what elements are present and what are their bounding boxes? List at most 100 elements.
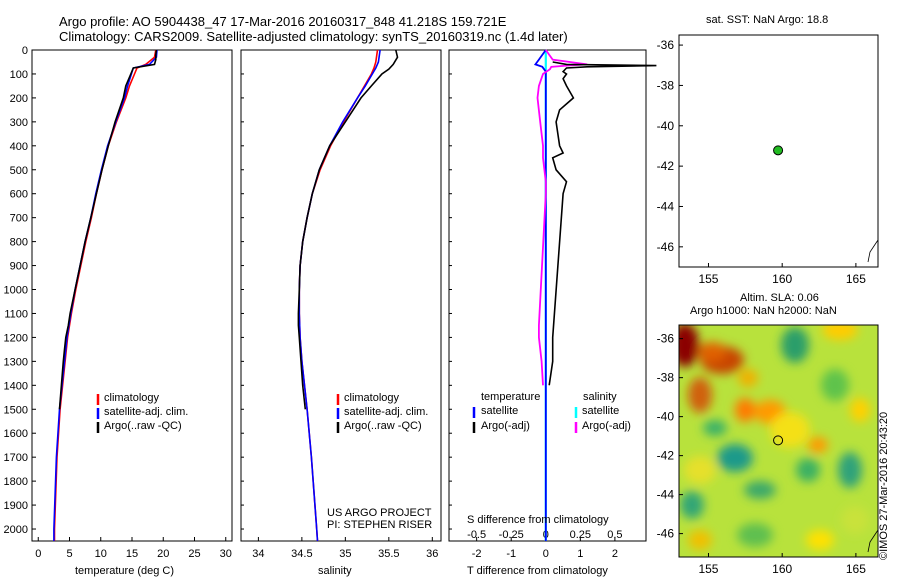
map-bottom-sla-anomaly: [717, 444, 753, 472]
depth-tick-label: 500: [10, 165, 28, 177]
temp-legend-climatology: climatology: [104, 392, 160, 404]
temp-x-tick-label: 10: [95, 548, 107, 560]
diff-panel-frame: [448, 49, 647, 542]
depth-tick-label: 0: [22, 45, 28, 57]
map-top-lat-tick-label: -36: [657, 38, 675, 52]
diff-legend-temp-satellite: satellite: [481, 405, 519, 417]
map-bottom-coastline: [867, 529, 879, 553]
depth-tick-label: 2000: [4, 524, 28, 536]
map-top-lat-tick-label: -46: [657, 240, 675, 254]
diff-s-tick-label: -0.25: [499, 529, 524, 541]
map-bottom-frame: [678, 324, 879, 558]
map-bottom-sla-anomaly: [821, 369, 849, 401]
map-bottom-lat-tick-label: -38: [657, 371, 675, 385]
map-bottom-sla-anomaly: [679, 325, 699, 367]
diff-legend-sal-argo: Argo(-adj): [582, 420, 631, 432]
sal-series-argo: [297, 49, 399, 410]
map-bottom-sla-anomaly: [688, 530, 712, 550]
depth-tick-label: 1100: [4, 308, 28, 320]
map-bottom-lon-tick-label: 160: [772, 562, 792, 576]
temp-x-tick-label: 20: [157, 548, 169, 560]
figure-title-line1: Argo profile: AO 5904438_47 17-Mar-2016 …: [59, 14, 507, 29]
diff-s-tick-label: 0.5: [607, 529, 622, 541]
diff-legend-salinity-title: salinity: [583, 391, 617, 403]
map-bottom-sla-anomaly: [770, 412, 810, 448]
map-bottom-sla-anomaly: [698, 342, 726, 362]
diff-x-tick-label: 0: [543, 548, 549, 560]
depth-tick-label: 1000: [4, 285, 28, 297]
diff-series-salinity-argo: [536, 49, 588, 386]
temp-x-tick-label: 25: [188, 548, 200, 560]
map-bottom-sla-anomaly: [796, 458, 820, 482]
map-bottom-lon-tick-label: 155: [698, 562, 718, 576]
map-bottom-sla-anomaly: [806, 530, 834, 550]
temp-series-argo: [58, 49, 158, 410]
map-bottom-sla-anomaly: [735, 398, 755, 422]
map-bottom-lat-tick-label: -36: [657, 332, 675, 346]
sal-x-tick-label: 34.5: [291, 548, 312, 560]
sal-legend-climatology: climatology: [344, 392, 400, 404]
sal-x-tick-label: 34: [252, 548, 264, 560]
salinity-axis-label: salinity: [318, 565, 352, 577]
temp-legend-argo: Argo(..raw -QC): [104, 420, 182, 432]
temperature-axis-label: temperature (deg C): [75, 565, 175, 577]
depth-tick-label: 100: [10, 69, 28, 81]
temp-x-tick-label: 5: [66, 548, 72, 560]
map-bottom-sla-anomaly: [841, 506, 869, 534]
depth-tick-label: 1300: [4, 356, 28, 368]
diff-s-tick-label: 0.25: [570, 529, 591, 541]
map-bottom-float-marker: [773, 435, 784, 446]
sal-x-tick-label: 36: [426, 548, 438, 560]
diff-series-temperature-argo: [548, 61, 657, 386]
depth-tick-label: 1700: [4, 452, 28, 464]
map-bottom-sla-anomaly: [850, 398, 870, 422]
diff-legend-sal-satellite: satellite: [582, 405, 620, 417]
diff-x-tick-label: 1: [577, 548, 583, 560]
map-top-coastline: [867, 239, 879, 263]
sal-x-tick-label: 35.5: [378, 548, 399, 560]
map-bottom-sla-anomaly: [738, 369, 758, 387]
map-bottom-sla-anomaly: [684, 456, 716, 484]
temp-x-tick-label: 0: [35, 548, 41, 560]
diff-x-tick-label: 2: [612, 548, 618, 560]
temp-x-tick-label: 30: [220, 548, 232, 560]
map-top-title: sat. SST: NaN Argo: 18.8: [706, 14, 829, 26]
map-bottom-sla-anomaly: [744, 481, 776, 499]
depth-tick-label: 1600: [4, 428, 28, 440]
depth-tick-label: 1200: [4, 332, 28, 344]
project-name: US ARGO PROJECT: [327, 507, 432, 519]
map-bottom-sla-anomaly: [703, 420, 727, 436]
map-bottom-sla-anomaly: [688, 377, 712, 413]
depth-tick-label: 300: [10, 117, 28, 129]
map-bottom-sla-anomaly: [781, 327, 809, 363]
map-bottom-lon-tick-label: 165: [846, 562, 866, 576]
map-bottom-field-clip: [679, 325, 878, 557]
map-top-lon-tick-label: 160: [772, 272, 792, 286]
s-difference-axis-label: S difference from climatology: [467, 514, 609, 526]
map-top-float-marker: [773, 145, 784, 156]
map-top-lon-tick-label: 165: [846, 272, 866, 286]
temp-legend-satellite: satellite-adj. clim.: [104, 406, 189, 418]
figure-title-line2: Climatology: CARS2009. Satellite-adjuste…: [59, 29, 568, 44]
map-bottom-lat-tick-label: -42: [657, 449, 675, 463]
depth-tick-label: 400: [10, 141, 28, 153]
map-bottom-sla-field: [679, 325, 870, 550]
diff-x-tick-label: -1: [506, 548, 516, 560]
depth-tick-label: 800: [10, 237, 28, 249]
sal-x-tick-label: 35: [339, 548, 351, 560]
map-bottom-lat-tick-label: -44: [657, 488, 675, 502]
sal-legend-satellite: satellite-adj. clim.: [344, 406, 429, 418]
map-bottom-title2: Argo h1000: NaN h2000: NaN: [690, 305, 837, 317]
depth-tick-label: 700: [10, 213, 28, 225]
depth-tick-label: 1500: [4, 404, 28, 416]
diff-x-tick-label: -2: [472, 548, 482, 560]
t-difference-axis-label: T difference from climatology: [467, 565, 608, 577]
map-bottom-sla-anomaly: [808, 437, 828, 453]
depth-tick-label: 1400: [4, 380, 28, 392]
map-bottom-lat-tick-label: -40: [657, 410, 675, 424]
sal-panel-frame: [240, 49, 442, 542]
map-bottom-sla-anomaly: [680, 491, 704, 519]
imos-watermark: ©IMOS 27-Mar-2016 20:43:20: [878, 411, 890, 560]
map-bottom-title1: Altim. SLA: 0.06: [740, 292, 819, 304]
